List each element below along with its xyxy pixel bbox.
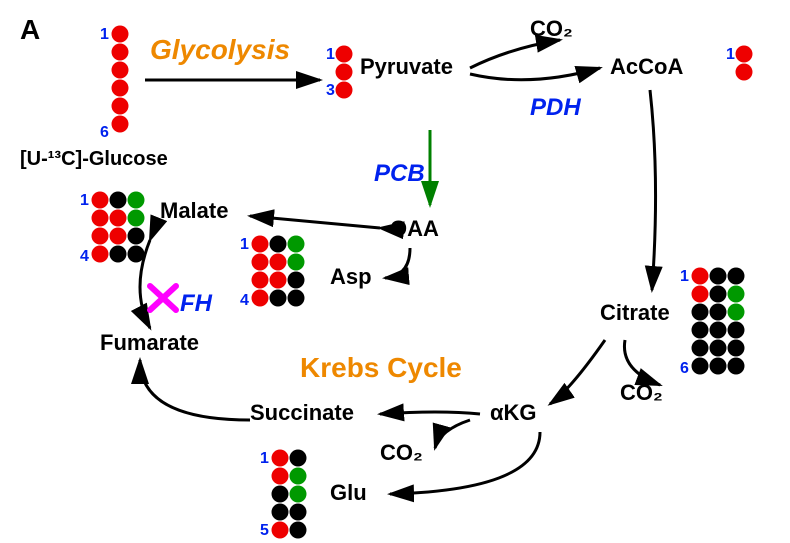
glu-num-bot: 5 [260, 522, 269, 540]
accoa-label: AcCoA [610, 54, 683, 80]
title-glycolysis: Glycolysis [150, 34, 290, 66]
co2-top-label: CO₂ [530, 16, 573, 42]
glu-num-top: 1 [260, 450, 269, 468]
asp-num-top: 1 [240, 236, 249, 254]
pyruvate-num-top: 1 [326, 46, 335, 64]
fh-label: FH [180, 290, 212, 318]
fumarate-label: Fumarate [100, 330, 199, 356]
pyruvate-num-bot: 3 [326, 82, 335, 100]
asp-num-bot: 4 [240, 292, 249, 310]
co2-bottom-label: CO₂ [380, 440, 423, 466]
glucose-label: [U-¹³C]-Glucose [20, 148, 168, 171]
co2-right-label: CO₂ [620, 380, 663, 406]
citrate-num-bot: 6 [680, 360, 689, 378]
accoa-num: 1 [726, 46, 735, 64]
malate-num-bot: 4 [80, 248, 89, 266]
pcb-label: PCB [374, 160, 425, 188]
pdh-label: PDH [530, 94, 581, 122]
pyruvate-label: Pyruvate [360, 54, 453, 80]
glu-label: Glu [330, 480, 367, 506]
succinate-label: Succinate [250, 400, 354, 426]
malate-label: Malate [160, 198, 228, 224]
glucose-num-top: 1 [100, 26, 109, 44]
akg-label: αKG [490, 400, 537, 426]
oaa-label: OAA [390, 216, 439, 242]
title-krebs: Krebs Cycle [300, 352, 462, 384]
asp-label: Asp [330, 264, 372, 290]
citrate-label: Citrate [600, 300, 670, 326]
glucose-num-bot: 6 [100, 124, 109, 142]
citrate-num-top: 1 [680, 268, 689, 286]
panel-label: A [20, 14, 40, 46]
malate-num-top: 1 [80, 192, 89, 210]
